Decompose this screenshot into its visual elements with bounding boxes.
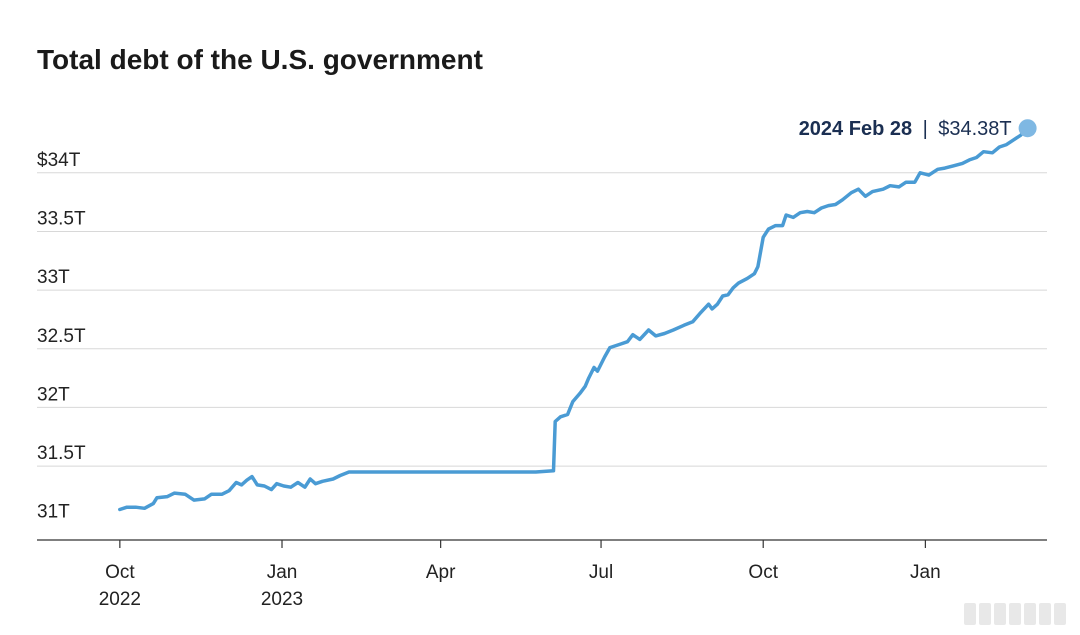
series-line-total-debt bbox=[118, 126, 1030, 512]
annotation-date: 2024 Feb 28 bbox=[799, 118, 912, 140]
y-axis-ticks: 31T 31.5T 32T 32.5T 33T 33.5T $34T bbox=[37, 150, 86, 523]
latest-value-marker[interactable] bbox=[1018, 119, 1037, 138]
y-tick-label: 33T bbox=[37, 267, 70, 288]
y-tick-label: 31.5T bbox=[37, 443, 86, 464]
x-tick-label: Oct bbox=[105, 562, 135, 583]
x-tick-label: Oct bbox=[748, 562, 778, 583]
x-tick-label: Jul bbox=[589, 562, 613, 583]
annotation-separator: | bbox=[923, 118, 928, 140]
latest-value-annotation: 2024 Feb 28 | $34.38T bbox=[799, 118, 1012, 140]
x-tick-label: Jan bbox=[910, 562, 941, 583]
x-tick-year-label: 2022 bbox=[99, 589, 141, 610]
chart-title: Total debt of the U.S. government bbox=[37, 44, 483, 75]
x-tick-label: Apr bbox=[426, 562, 456, 583]
gridlines bbox=[37, 172, 1047, 467]
y-tick-label: 31T bbox=[37, 502, 70, 523]
x-axis-ticks: Oct 2022 Jan 2023 Apr Jul Oct Jan bbox=[99, 540, 941, 610]
y-tick-label: 32T bbox=[37, 384, 70, 405]
y-tick-label: 33.5T bbox=[37, 208, 86, 229]
x-tick-year-label: 2023 bbox=[261, 589, 303, 610]
annotation-value: $34.38T bbox=[938, 118, 1011, 140]
y-tick-label: $34T bbox=[37, 150, 81, 171]
watermark-logo bbox=[964, 603, 1066, 625]
x-tick-label: Jan bbox=[267, 562, 298, 583]
y-tick-label: 32.5T bbox=[37, 326, 86, 347]
